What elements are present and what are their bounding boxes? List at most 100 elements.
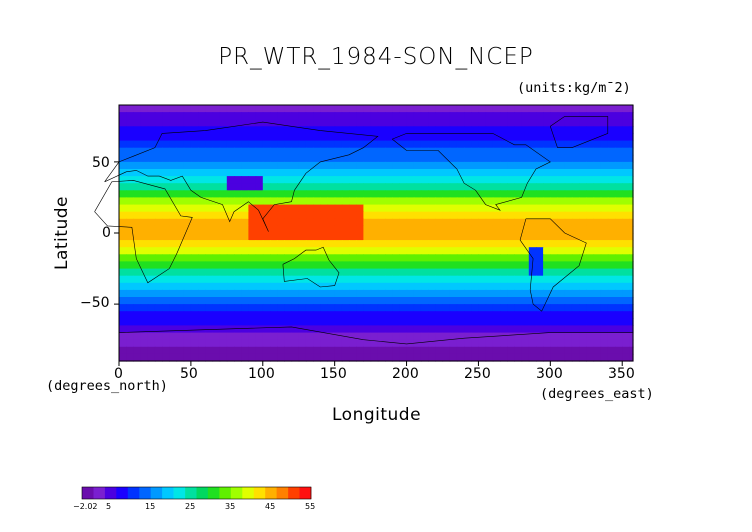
heatmap-cell bbox=[133, 112, 142, 120]
heatmap-cell bbox=[449, 112, 458, 120]
heatmap-cell bbox=[140, 353, 149, 362]
heatmap-cell bbox=[176, 275, 185, 284]
x-tick-50: 50 bbox=[180, 366, 198, 382]
heatmap-cell bbox=[571, 169, 580, 177]
heatmap-cell bbox=[226, 240, 235, 248]
colorbar bbox=[81, 486, 312, 500]
heatmap-cell bbox=[550, 154, 559, 163]
heatmap-cell bbox=[521, 261, 530, 270]
heatmap-cell bbox=[212, 154, 221, 163]
heatmap-cell bbox=[528, 218, 537, 227]
heatmap-cell bbox=[528, 105, 537, 113]
heatmap-cell bbox=[363, 297, 372, 305]
heatmap-cell bbox=[607, 325, 616, 334]
heatmap-cell bbox=[183, 169, 192, 177]
heatmap-cell bbox=[507, 304, 515, 312]
heatmap-cell bbox=[262, 311, 271, 319]
heatmap-cell bbox=[212, 289, 221, 298]
heatmap-cell bbox=[399, 268, 408, 277]
heatmap-cell bbox=[363, 119, 372, 127]
heatmap-cell bbox=[456, 105, 465, 113]
heatmap-cell bbox=[341, 169, 350, 177]
heatmap-cell bbox=[622, 126, 630, 134]
heatmap-cell bbox=[313, 311, 321, 319]
heatmap-cell bbox=[449, 275, 458, 284]
heatmap-cell bbox=[435, 353, 444, 362]
heatmap-cell bbox=[291, 332, 300, 341]
heatmap-cell bbox=[226, 105, 235, 113]
heatmap-cell bbox=[579, 190, 587, 198]
heatmap-cell bbox=[334, 190, 343, 198]
heatmap-cell bbox=[478, 318, 487, 326]
heatmap-cell bbox=[349, 304, 357, 312]
heatmap-cell bbox=[349, 176, 357, 184]
heatmap-cell bbox=[586, 353, 595, 362]
heatmap-cell bbox=[126, 176, 134, 184]
heatmap-cell bbox=[205, 154, 214, 163]
heatmap-cell bbox=[629, 225, 634, 234]
heatmap-cell bbox=[622, 346, 630, 355]
heatmap-cell bbox=[385, 218, 393, 227]
heatmap-cell bbox=[507, 126, 515, 134]
heatmap-cell bbox=[607, 154, 616, 163]
heatmap-cell bbox=[248, 154, 257, 163]
heatmap-cell bbox=[543, 240, 551, 248]
heatmap-cell bbox=[615, 140, 623, 149]
heatmap-cell bbox=[126, 332, 134, 341]
heatmap-cell bbox=[449, 339, 458, 348]
heatmap-cell bbox=[349, 346, 357, 355]
heatmap-cell bbox=[478, 154, 487, 163]
heatmap-cell bbox=[298, 346, 307, 355]
heatmap-cell bbox=[456, 289, 465, 298]
heatmap-cell bbox=[464, 176, 472, 184]
heatmap-cell bbox=[349, 204, 357, 213]
heatmap-cell bbox=[183, 332, 192, 341]
heatmap-cell bbox=[449, 119, 458, 127]
heatmap-cell bbox=[507, 147, 515, 156]
heatmap-cell bbox=[586, 133, 595, 142]
heatmap-cell bbox=[478, 211, 487, 220]
heatmap-cell bbox=[377, 112, 386, 120]
heatmap-cell bbox=[162, 190, 170, 198]
heatmap-cell bbox=[471, 289, 480, 298]
heatmap-cell bbox=[291, 247, 300, 255]
heatmap-cell bbox=[629, 154, 634, 163]
heatmap-cell bbox=[485, 197, 494, 206]
heatmap-cell bbox=[385, 282, 393, 291]
heatmap-cell bbox=[370, 119, 379, 127]
heatmap-cell bbox=[140, 211, 149, 220]
heatmap-cell bbox=[500, 240, 508, 248]
coastline bbox=[94, 180, 193, 284]
heatmap-cell bbox=[600, 204, 609, 213]
heatmap-cell bbox=[449, 105, 458, 113]
heatmap-cell bbox=[500, 197, 508, 206]
heatmap-cell bbox=[550, 261, 559, 270]
heatmap-cell bbox=[521, 197, 530, 206]
heatmap-cell bbox=[327, 204, 336, 213]
heatmap-cell bbox=[514, 169, 523, 177]
heatmap-cell bbox=[169, 140, 178, 149]
heatmap-cell bbox=[327, 311, 336, 319]
heatmap-cell bbox=[270, 254, 278, 262]
heatmap-cell bbox=[119, 176, 127, 184]
heatmap-cell bbox=[320, 147, 329, 156]
heatmap-cell bbox=[622, 176, 630, 184]
heatmap-cell bbox=[176, 197, 185, 206]
heatmap-cell bbox=[449, 240, 458, 248]
heatmap-cell bbox=[377, 140, 386, 149]
heatmap-cell bbox=[212, 268, 221, 277]
heatmap-cell bbox=[291, 211, 300, 220]
heatmap-cell bbox=[392, 169, 400, 177]
heatmap-cell bbox=[313, 240, 321, 248]
heatmap-cell bbox=[586, 339, 595, 348]
heatmap-cell bbox=[341, 147, 350, 156]
heatmap-cell bbox=[622, 233, 630, 241]
heatmap-cell bbox=[435, 297, 444, 305]
heatmap-cell bbox=[428, 268, 436, 277]
heatmap-cell bbox=[341, 197, 350, 206]
heatmap-cell bbox=[557, 197, 566, 206]
heatmap-cell bbox=[133, 282, 142, 291]
heatmap-cell bbox=[413, 225, 422, 234]
heatmap-cell bbox=[248, 197, 257, 206]
heatmap-cell bbox=[492, 183, 501, 191]
